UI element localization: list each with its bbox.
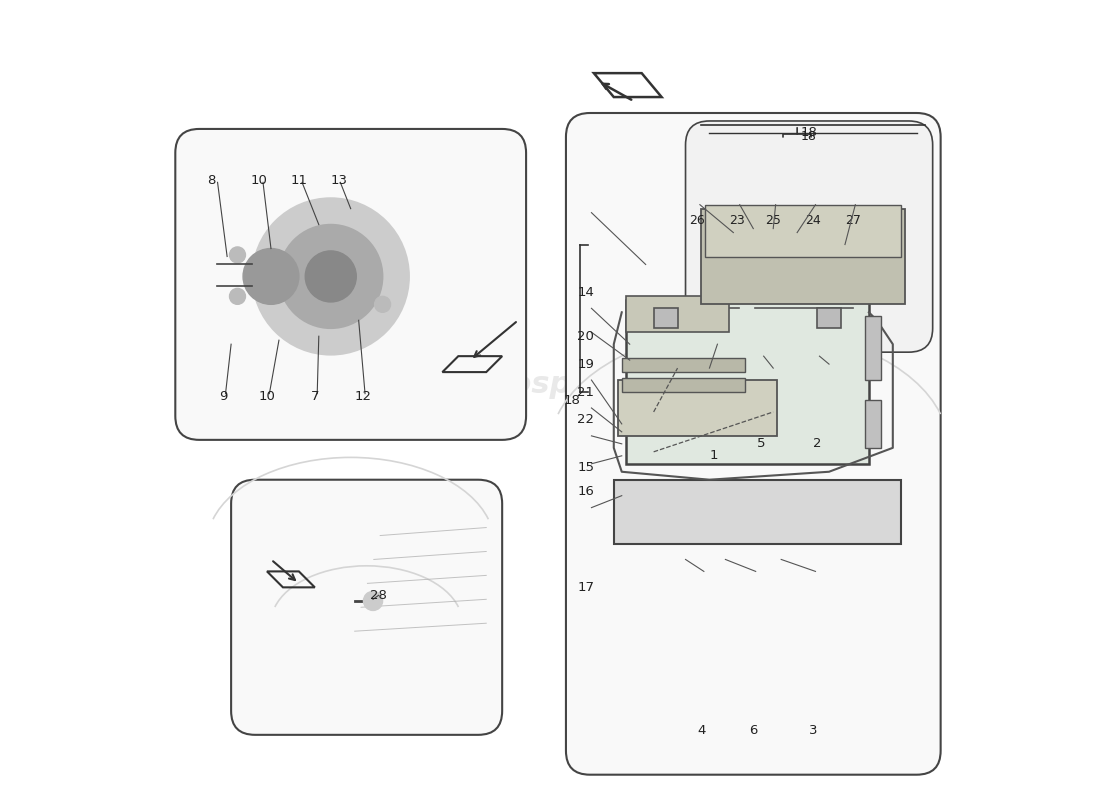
Circle shape: [243, 249, 299, 304]
Text: 25: 25: [766, 214, 781, 227]
Text: 13: 13: [330, 174, 348, 187]
Text: 20: 20: [578, 330, 594, 342]
Text: eurospares: eurospares: [670, 336, 828, 360]
Text: 16: 16: [578, 485, 594, 498]
Text: 10: 10: [251, 174, 267, 187]
Text: eurospares: eurospares: [453, 370, 647, 398]
FancyBboxPatch shape: [175, 129, 526, 440]
Text: 4: 4: [697, 724, 706, 738]
Text: 11: 11: [290, 174, 307, 187]
Text: 10: 10: [258, 390, 275, 402]
Text: 3: 3: [808, 724, 817, 738]
Text: 2: 2: [813, 438, 822, 450]
FancyBboxPatch shape: [653, 308, 678, 328]
Text: 22: 22: [578, 414, 594, 426]
Text: 17: 17: [578, 581, 594, 594]
FancyBboxPatch shape: [817, 308, 842, 328]
FancyBboxPatch shape: [614, 480, 901, 543]
Text: 27: 27: [845, 214, 861, 227]
FancyBboxPatch shape: [621, 358, 746, 372]
Text: 6: 6: [749, 724, 758, 738]
Text: 8: 8: [207, 174, 216, 187]
Circle shape: [375, 296, 390, 312]
FancyBboxPatch shape: [621, 378, 746, 392]
Text: 14: 14: [578, 286, 594, 299]
Circle shape: [230, 288, 245, 304]
Text: eurospares: eurospares: [287, 157, 446, 181]
Text: 19: 19: [578, 358, 594, 370]
Text: 1: 1: [710, 450, 717, 462]
FancyBboxPatch shape: [565, 113, 940, 774]
Text: 18: 18: [801, 130, 817, 143]
FancyBboxPatch shape: [702, 209, 905, 304]
FancyBboxPatch shape: [626, 300, 869, 464]
FancyBboxPatch shape: [865, 400, 881, 448]
Text: 9: 9: [219, 390, 228, 402]
Circle shape: [306, 251, 356, 302]
Text: 26: 26: [690, 214, 705, 227]
Text: 24: 24: [805, 214, 821, 227]
Text: 5: 5: [757, 438, 766, 450]
Text: 28: 28: [371, 589, 387, 602]
Text: 7: 7: [310, 390, 319, 402]
Circle shape: [230, 247, 245, 263]
FancyBboxPatch shape: [626, 296, 729, 332]
Text: eurospares: eurospares: [272, 257, 430, 281]
FancyBboxPatch shape: [705, 205, 901, 257]
Text: 18: 18: [801, 126, 817, 139]
Text: 23: 23: [729, 214, 745, 227]
Text: 21: 21: [578, 386, 594, 398]
FancyBboxPatch shape: [685, 121, 933, 352]
FancyBboxPatch shape: [865, 316, 881, 380]
Circle shape: [363, 591, 383, 610]
FancyBboxPatch shape: [231, 480, 503, 735]
Circle shape: [279, 225, 383, 328]
Text: 15: 15: [578, 462, 594, 474]
Text: 12: 12: [354, 390, 371, 402]
Text: 18: 18: [564, 394, 581, 406]
FancyBboxPatch shape: [618, 380, 778, 436]
Circle shape: [253, 198, 409, 354]
